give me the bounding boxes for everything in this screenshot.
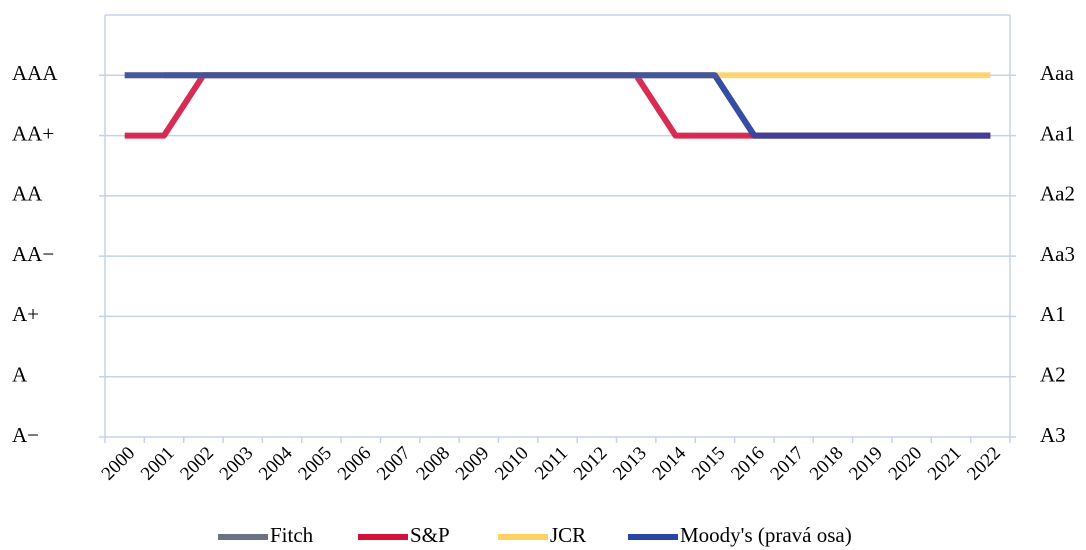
- legend-label: Moody's (pravá osa): [680, 523, 852, 547]
- x-tick-label: 2009: [452, 443, 494, 485]
- x-tick-label: 2005: [294, 443, 336, 485]
- y2-tick-label: A1: [1040, 302, 1066, 326]
- y2-tick-label: Aa2: [1040, 182, 1075, 206]
- x-tick-label: 2016: [727, 443, 769, 485]
- y-tick-label: AA−: [12, 242, 54, 266]
- legend: Fitch S&P JCR Moody's (pravá osa): [218, 523, 852, 547]
- x-tick-label: 2020: [885, 443, 927, 485]
- y-tick-label: AAA: [12, 61, 58, 85]
- y-tick-label: AA+: [12, 121, 54, 145]
- y2-tick-label: A3: [1040, 423, 1066, 447]
- y-tick-label: AA: [12, 182, 43, 206]
- legend-label: Fitch: [270, 523, 314, 547]
- legend-swatch: [498, 534, 548, 540]
- x-tick-label: 2014: [648, 442, 690, 484]
- x-tick-label: 2010: [491, 443, 533, 485]
- x-tick-label: 2000: [98, 443, 140, 485]
- series-line: [124, 72, 991, 139]
- x-tick-label: 2018: [806, 443, 848, 485]
- x-tick-label: 2015: [688, 443, 730, 485]
- x-tick-label: 2011: [531, 443, 572, 484]
- y2-tick-label: Aaa: [1040, 61, 1074, 85]
- x-tick-label: 2019: [845, 443, 887, 485]
- x-tick-label: 2012: [570, 443, 612, 485]
- y-tick-label: A−: [12, 423, 39, 447]
- legend-swatch: [628, 534, 678, 540]
- y2-tick-label: A2: [1040, 363, 1066, 387]
- y-tick-label: A+: [12, 302, 39, 326]
- x-tick-label: 2004: [255, 442, 297, 484]
- x-tick-label: 2003: [216, 443, 258, 485]
- legend-swatch: [218, 534, 268, 540]
- legend-label: JCR: [550, 523, 586, 547]
- y-tick-label: A: [12, 363, 28, 387]
- legend-label: S&P: [410, 523, 450, 547]
- x-tick-label: 2007: [373, 443, 415, 485]
- x-tick-label: 2017: [766, 443, 808, 485]
- y2-tick-label: Aa1: [1040, 121, 1075, 145]
- x-tick-label: 2013: [609, 443, 651, 485]
- x-tick-label: 2022: [963, 443, 1005, 485]
- x-tick-label: 2021: [924, 443, 966, 485]
- x-tick-label: 2001: [137, 443, 179, 485]
- legend-swatch: [358, 534, 408, 540]
- x-tick-label: 2008: [412, 443, 454, 485]
- x-tick-label: 2002: [176, 443, 218, 485]
- y2-tick-label: Aa3: [1040, 242, 1075, 266]
- x-tick-label: 2006: [334, 443, 376, 485]
- series-line: [124, 72, 991, 139]
- series-line: [164, 72, 991, 139]
